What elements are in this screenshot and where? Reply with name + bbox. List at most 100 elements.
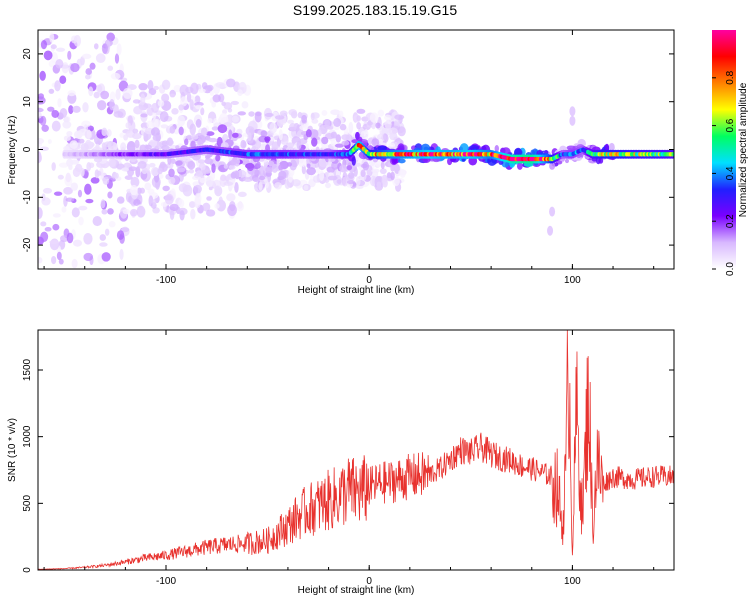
heat-blob	[185, 135, 193, 141]
heat-blob	[220, 174, 227, 182]
heat-blob	[58, 258, 64, 265]
heat-blob	[306, 167, 317, 176]
heat-blob	[353, 167, 358, 177]
heat-blob	[152, 198, 157, 206]
heat-blob	[375, 122, 381, 129]
colorbar-tick-label: 0.2	[725, 214, 736, 228]
snr-x-ticks: -100 0 100	[43, 330, 655, 587]
heat-blob	[132, 99, 141, 104]
heat-blob	[190, 82, 199, 95]
heat-blob	[206, 153, 211, 159]
heat-blob	[68, 164, 73, 171]
heat-blob	[256, 161, 261, 168]
heat-blob	[130, 184, 138, 196]
heat-blob	[335, 134, 342, 143]
heat-blob	[338, 110, 344, 119]
heat-blob	[265, 166, 273, 174]
heat-blob	[217, 124, 228, 134]
heat-blob	[166, 137, 174, 147]
heat-blob	[291, 179, 301, 187]
heat-blob	[296, 140, 302, 150]
heat-blob	[379, 168, 387, 175]
heat-blob	[296, 156, 305, 166]
heat-blob	[55, 47, 66, 52]
colorbar-ticks: 0.0 0.2 0.4 0.6 0.8	[712, 70, 736, 276]
heat-blob	[189, 123, 196, 136]
heat-blob	[246, 162, 255, 172]
heat-blob	[52, 223, 60, 231]
heat-blob	[89, 62, 96, 70]
heat-blob	[271, 163, 278, 173]
heat-blob	[107, 65, 114, 71]
heat-blob	[377, 109, 385, 117]
heat-blob	[71, 207, 80, 218]
heat-blob	[237, 191, 247, 198]
heat-blob	[397, 126, 406, 137]
y-tick-label: 0	[22, 146, 33, 152]
heat-blob	[223, 164, 229, 169]
heat-blob	[110, 72, 121, 80]
heat-blob	[101, 252, 111, 262]
heat-blob	[342, 176, 348, 187]
x-tick-label: 0	[366, 275, 372, 286]
heat-blob	[178, 126, 184, 136]
snr-y-label: SNR (10 * v/v)	[7, 418, 18, 482]
heat-blob	[116, 230, 125, 240]
heat-blob	[289, 122, 297, 132]
heat-blob	[78, 205, 88, 211]
heat-blob	[93, 91, 100, 99]
heat-blob	[384, 114, 392, 121]
heat-blob	[85, 74, 91, 80]
colorbar-tick-label: 0.8	[725, 70, 736, 84]
heat-blob	[260, 130, 268, 138]
heat-blob	[200, 127, 208, 137]
heat-blob	[124, 175, 133, 181]
heat-blob	[169, 93, 176, 98]
heat-blob	[160, 124, 169, 129]
heat-blob	[231, 132, 239, 138]
heat-blob	[369, 112, 379, 123]
heat-blob	[226, 193, 236, 202]
heat-blob	[164, 193, 174, 205]
heat-blob	[566, 145, 576, 150]
heat-blob	[179, 210, 185, 221]
heat-blob	[148, 195, 154, 207]
heat-blob	[362, 161, 370, 171]
heat-blob	[305, 129, 312, 138]
heat-blob	[227, 107, 233, 113]
heat-blob	[211, 163, 216, 174]
heat-blob	[178, 104, 185, 111]
heat-blob	[608, 142, 615, 152]
heat-blob	[231, 115, 240, 123]
page-title: S199.2025.183.15.19.G15	[292, 2, 458, 18]
heat-blob	[177, 115, 186, 127]
heat-blob	[194, 101, 204, 107]
heat-blob	[248, 111, 255, 117]
heat-blob	[214, 185, 220, 195]
y-tick-label: 1000	[22, 425, 33, 448]
heat-blob	[301, 114, 308, 124]
x-tick-label: -100	[156, 576, 176, 587]
heat-blob	[204, 158, 214, 165]
heat-blob	[388, 142, 396, 147]
heat-blob	[208, 137, 218, 143]
heat-blob	[184, 138, 189, 146]
heat-blob	[162, 185, 170, 192]
y-tick-label: -10	[22, 190, 33, 205]
heat-blob	[65, 197, 75, 202]
heat-blob	[41, 124, 49, 132]
heat-blob	[72, 105, 81, 113]
heat-blob	[237, 111, 247, 116]
heat-blob	[190, 134, 199, 140]
heat-blob	[67, 90, 76, 97]
heat-blob	[86, 161, 92, 172]
heat-blob	[230, 100, 239, 105]
heat-blob	[190, 208, 196, 220]
heat-blob	[319, 170, 325, 182]
heat-blob	[119, 248, 124, 260]
heat-blob	[81, 120, 91, 128]
heat-blob	[43, 50, 53, 61]
heat-blob	[62, 120, 72, 129]
heat-blob	[175, 160, 183, 166]
